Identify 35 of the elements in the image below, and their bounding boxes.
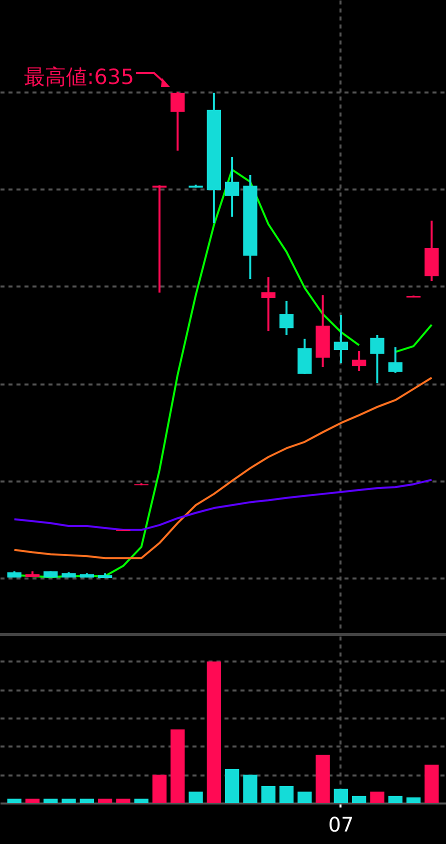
bar: [388, 796, 402, 803]
candlestick: [261, 276, 276, 332]
bar: [352, 796, 366, 803]
bar: [134, 798, 148, 803]
bar: [98, 798, 112, 803]
bar: [80, 798, 94, 803]
bar: [224, 769, 240, 803]
bar: [298, 792, 312, 803]
bar: [370, 792, 384, 803]
bar: [406, 797, 421, 803]
bar: [170, 729, 185, 803]
bar: [188, 792, 203, 803]
candlestick: [388, 346, 402, 374]
bar: [424, 764, 439, 803]
candlestick: [352, 350, 366, 372]
candlestick: [370, 334, 384, 384]
bar: [334, 788, 348, 803]
bar: [243, 774, 258, 803]
candlestick: [170, 90, 185, 152]
bar: [44, 798, 58, 803]
candlestick: [334, 314, 348, 364]
bar: [25, 798, 40, 803]
candlestick: [152, 184, 167, 294]
candlestick: [224, 156, 240, 218]
bar: [261, 786, 276, 803]
candlestick: [279, 300, 294, 336]
bar: [7, 798, 22, 803]
bar: [62, 798, 76, 803]
bar: [206, 661, 222, 803]
bar: [116, 798, 130, 803]
bar: [316, 754, 330, 803]
x-tick-label: 07: [328, 812, 354, 836]
bar: [279, 786, 294, 803]
bar: [152, 774, 167, 803]
text: 最高値:635: [24, 65, 134, 89]
